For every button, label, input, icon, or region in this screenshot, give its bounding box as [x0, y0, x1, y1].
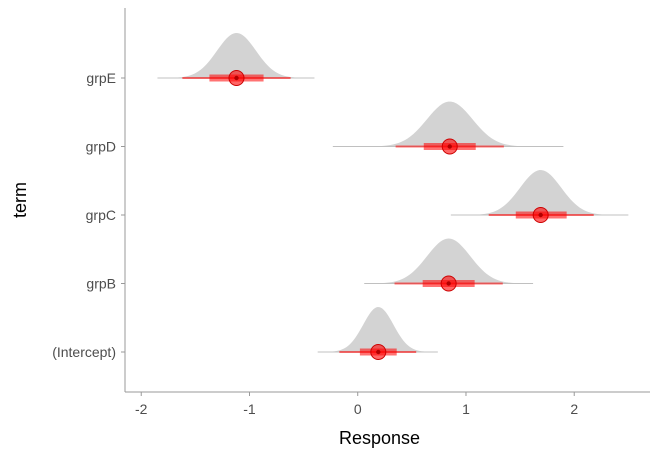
x-tick-label-1: -1: [243, 401, 256, 417]
y-axis-title: term: [10, 182, 30, 218]
x-tick-label-0: -2: [135, 401, 148, 417]
median-center-intercept: [376, 349, 381, 355]
density-grpe: [157, 33, 315, 78]
x-axis-title: Response: [339, 428, 420, 448]
y-tick-label-grpb: grpB: [86, 276, 116, 292]
y-axis-ticks: grpE grpD grpC grpB (Intercept): [52, 70, 125, 360]
y-tick-label-grpe: grpE: [86, 70, 116, 86]
x-axis-ticks: -2 -1 0 1 2: [135, 392, 578, 417]
median-center-grpb: [446, 281, 451, 286]
median-center-grpd: [447, 144, 452, 149]
x-tick-label-3: 1: [462, 401, 470, 417]
x-tick-label-4: 2: [570, 401, 578, 417]
interval-layer: [182, 70, 594, 360]
median-center-grpc: [538, 212, 543, 218]
y-tick-label-grpc: grpC: [86, 207, 116, 223]
y-tick-label-grpd: grpD: [86, 139, 116, 155]
density-grpb: [364, 238, 534, 284]
median-center-grpe: [234, 75, 239, 81]
density-grpd: [332, 101, 564, 147]
y-tick-label-intercept: (Intercept): [52, 344, 116, 360]
density-grpc: [450, 170, 629, 215]
x-tick-label-2: 0: [354, 401, 362, 417]
density-intercept: [317, 307, 438, 352]
